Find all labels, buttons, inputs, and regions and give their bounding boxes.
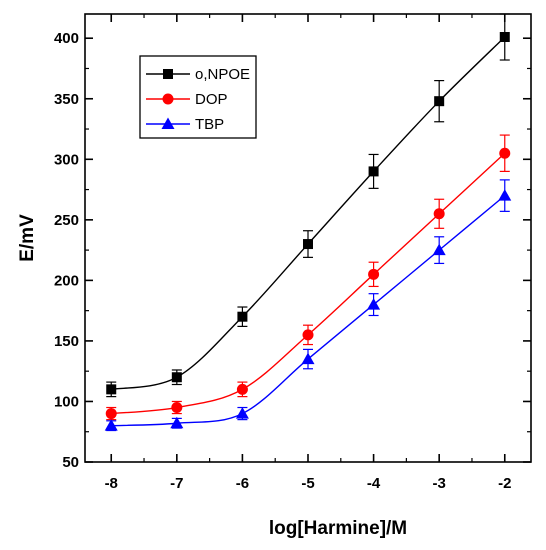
data-point xyxy=(432,243,446,256)
data-point xyxy=(171,372,182,383)
legend-label: TBP xyxy=(195,116,224,133)
x-tick-label: -7 xyxy=(170,475,183,492)
data-point xyxy=(368,166,379,177)
legend-marker xyxy=(162,93,174,105)
x-tick-label: -2 xyxy=(498,475,511,492)
y-tick-label: 150 xyxy=(54,333,79,350)
y-tick-label: 50 xyxy=(62,454,79,471)
series-line xyxy=(111,195,506,427)
data-point xyxy=(302,329,314,341)
x-tick-label: -5 xyxy=(301,475,314,492)
x-tick-label: -6 xyxy=(236,475,249,492)
series-line xyxy=(111,152,506,415)
x-axis-title: log[Harmine]/M xyxy=(269,518,407,539)
data-point xyxy=(434,96,445,107)
y-tick-label: 250 xyxy=(54,212,79,229)
data-point xyxy=(170,416,184,429)
legend: o,NPOE DOP TBP xyxy=(139,55,257,139)
data-point xyxy=(105,408,117,420)
data-point xyxy=(104,419,118,431)
data-point xyxy=(433,208,445,220)
data-point xyxy=(499,147,511,159)
y-tick-label: 300 xyxy=(54,151,79,168)
series-0 xyxy=(106,13,510,398)
y-tick-label: 100 xyxy=(54,393,79,410)
data-point xyxy=(368,268,380,280)
data-point xyxy=(301,352,315,365)
series-layer xyxy=(104,13,512,432)
x-tick-label: -8 xyxy=(105,475,118,492)
data-point xyxy=(367,298,381,310)
data-point xyxy=(303,239,313,250)
series-2 xyxy=(104,179,512,432)
data-point xyxy=(235,407,249,419)
legend-label: o,NPOE xyxy=(195,66,250,83)
legend-label: DOP xyxy=(195,91,228,108)
y-tick-label: 200 xyxy=(54,272,79,289)
y-tick-label: 350 xyxy=(54,91,79,108)
data-point xyxy=(498,189,512,201)
data-point xyxy=(106,384,117,395)
data-point xyxy=(499,32,510,43)
axes: -8 -7 -6 -5 -4 -3 -2 50 100 150 200 250 300 350 400 xyxy=(54,14,531,492)
x-tick-label: -4 xyxy=(367,475,381,492)
y-tick-label: 400 xyxy=(54,30,79,47)
y-axis-title: E/mV xyxy=(17,214,38,262)
data-point xyxy=(236,383,248,395)
data-point xyxy=(171,402,183,414)
series-1 xyxy=(105,134,511,421)
legend-marker xyxy=(161,117,175,129)
legend-marker xyxy=(163,69,173,79)
x-tick-label: -3 xyxy=(433,475,446,492)
data-point xyxy=(237,311,248,322)
